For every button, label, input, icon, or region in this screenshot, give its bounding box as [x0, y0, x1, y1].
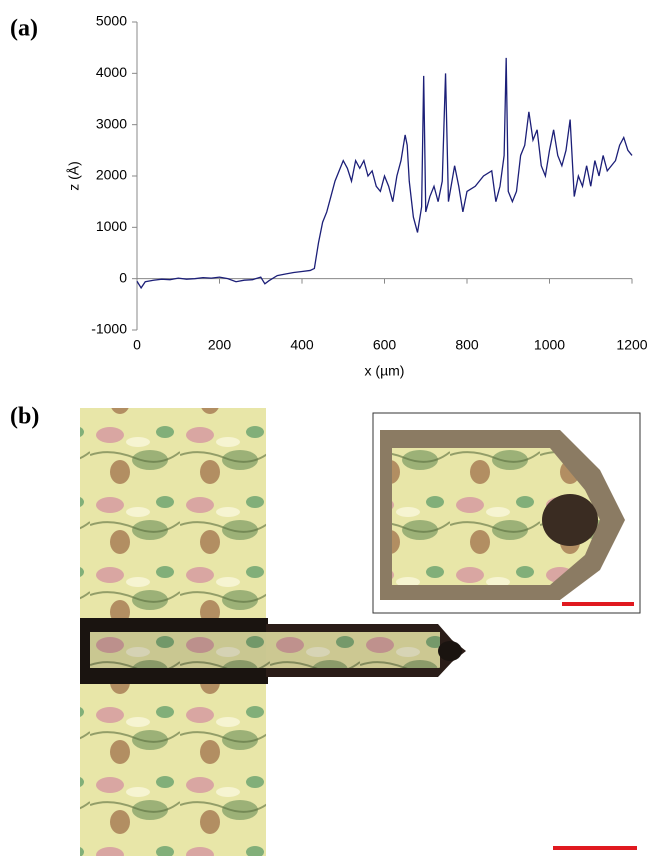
- x-tick-label: 600: [373, 337, 397, 353]
- y-tick-label: 1000: [96, 218, 127, 234]
- data-line: [136, 57, 633, 290]
- y-tick-label: 0: [119, 269, 127, 285]
- y-tick-label: 4000: [96, 64, 127, 80]
- micrograph: [80, 408, 641, 856]
- panel-label: (a): [10, 16, 38, 42]
- x-tick-label: 1000: [534, 337, 565, 353]
- x-axis-label: x (µm): [365, 363, 405, 379]
- y-tick-label: 5000: [96, 13, 127, 29]
- x-tick-label: 200: [208, 337, 232, 353]
- y-tick-label: 2000: [96, 167, 127, 183]
- y-tick-label: 3000: [96, 115, 127, 131]
- x-tick-label: 800: [455, 337, 479, 353]
- x-tick-label: 400: [290, 337, 314, 353]
- x-tick-label: 0: [133, 337, 141, 353]
- x-tick-label: 1200: [616, 337, 647, 353]
- y-axis-label: z (Å): [66, 161, 82, 191]
- y-tick-label: -1000: [91, 321, 127, 337]
- panel-label: (b): [10, 404, 39, 430]
